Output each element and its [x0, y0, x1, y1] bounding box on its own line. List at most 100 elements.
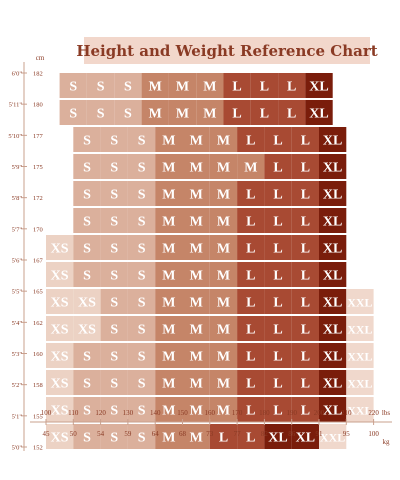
size-cell	[237, 181, 265, 206]
size-cell	[291, 370, 319, 395]
height-ft-label: 5'11"	[9, 102, 23, 109]
size-label: XL	[296, 431, 315, 446]
size-cell	[346, 343, 374, 368]
size-label: XL	[309, 107, 328, 122]
size-cell	[209, 343, 238, 368]
size-label: XS	[78, 296, 96, 311]
size-label: L	[273, 215, 282, 230]
size-cell	[155, 424, 183, 449]
size-label: S	[124, 80, 132, 95]
size-label: XXL	[347, 404, 372, 418]
size-cell	[73, 181, 101, 206]
size-label: S	[83, 242, 91, 257]
size-cell	[291, 235, 319, 260]
size-cell	[319, 208, 347, 233]
size-cell	[155, 154, 183, 179]
weight-lbs-label: 170	[232, 409, 243, 417]
size-cell	[319, 316, 347, 341]
size-cell	[59, 73, 87, 98]
size-cell	[237, 127, 265, 152]
weight-lbs-label: 220	[368, 409, 379, 417]
height-ft-label: 5'3"	[12, 351, 23, 358]
size-label: S	[97, 80, 105, 95]
size-label: L	[273, 323, 282, 338]
size-label: M	[162, 188, 175, 203]
size-label: M	[190, 188, 203, 203]
size-label: M	[217, 269, 230, 284]
size-label: L	[301, 188, 310, 203]
size-cell	[141, 100, 169, 125]
size-cell	[291, 289, 319, 314]
size-cell	[209, 370, 238, 395]
height-ft-label: 5'8"	[12, 195, 23, 202]
size-cell	[100, 154, 128, 179]
size-cell	[319, 154, 347, 179]
size-cell	[127, 343, 156, 368]
size-cell	[223, 73, 251, 98]
size-label: L	[301, 296, 310, 311]
size-cell	[291, 127, 319, 152]
size-cell	[182, 289, 210, 314]
size-cell	[127, 424, 156, 449]
size-cell	[319, 397, 347, 422]
weight-kg-label: 100	[368, 430, 379, 438]
size-cell	[100, 235, 128, 260]
size-cell	[100, 289, 128, 314]
size-label: S	[110, 296, 118, 311]
size-label: L	[232, 80, 241, 95]
weight-lbs-label: 210	[341, 409, 352, 417]
size-cell	[237, 424, 265, 449]
size-cell	[127, 370, 156, 395]
size-label: S	[110, 242, 118, 257]
size-cell	[291, 397, 319, 422]
height-ft-label: 5'1"	[12, 413, 23, 420]
size-cell	[291, 154, 319, 179]
size-label: XL	[323, 323, 342, 338]
size-cell	[155, 127, 183, 152]
size-label: M	[176, 107, 189, 122]
size-label: L	[273, 188, 282, 203]
size-label: M	[190, 269, 203, 284]
size-label: XL	[323, 269, 342, 284]
size-cell	[264, 208, 292, 233]
size-label: S	[138, 242, 146, 257]
size-cell	[141, 73, 169, 98]
height-cm-label: 162	[33, 320, 43, 327]
size-label: M	[203, 107, 216, 122]
size-label: L	[273, 161, 282, 176]
size-cell	[209, 208, 238, 233]
size-label: L	[301, 350, 310, 365]
size-cell	[155, 289, 183, 314]
size-label: S	[83, 161, 91, 176]
size-cell	[209, 424, 238, 449]
size-label: XL	[323, 242, 342, 257]
size-cell	[182, 235, 210, 260]
size-cell	[250, 100, 279, 125]
size-label: S	[138, 377, 146, 392]
size-cell	[237, 154, 265, 179]
size-cell	[73, 316, 101, 341]
size-label: M	[190, 242, 203, 257]
size-cell	[196, 73, 224, 98]
size-label: L	[273, 350, 282, 365]
size-label: S	[138, 161, 146, 176]
size-label: XL	[309, 80, 328, 95]
size-label: M	[217, 404, 230, 419]
weight-kg-label: 59	[124, 430, 132, 438]
size-label: M	[162, 215, 175, 230]
size-cell	[291, 262, 319, 287]
size-label: L	[273, 269, 282, 284]
size-label: L	[301, 323, 310, 338]
size-label: XS	[78, 323, 96, 338]
size-cell	[87, 73, 115, 98]
size-label: S	[110, 377, 118, 392]
height-cm-label: 167	[33, 258, 44, 265]
size-cell	[46, 424, 74, 449]
height-ft-label: 5'6"	[12, 258, 23, 265]
size-label: S	[110, 404, 118, 419]
size-cell	[237, 397, 265, 422]
size-label: S	[138, 269, 146, 284]
size-cell	[209, 262, 238, 287]
size-cell	[291, 343, 319, 368]
size-cell	[182, 262, 210, 287]
